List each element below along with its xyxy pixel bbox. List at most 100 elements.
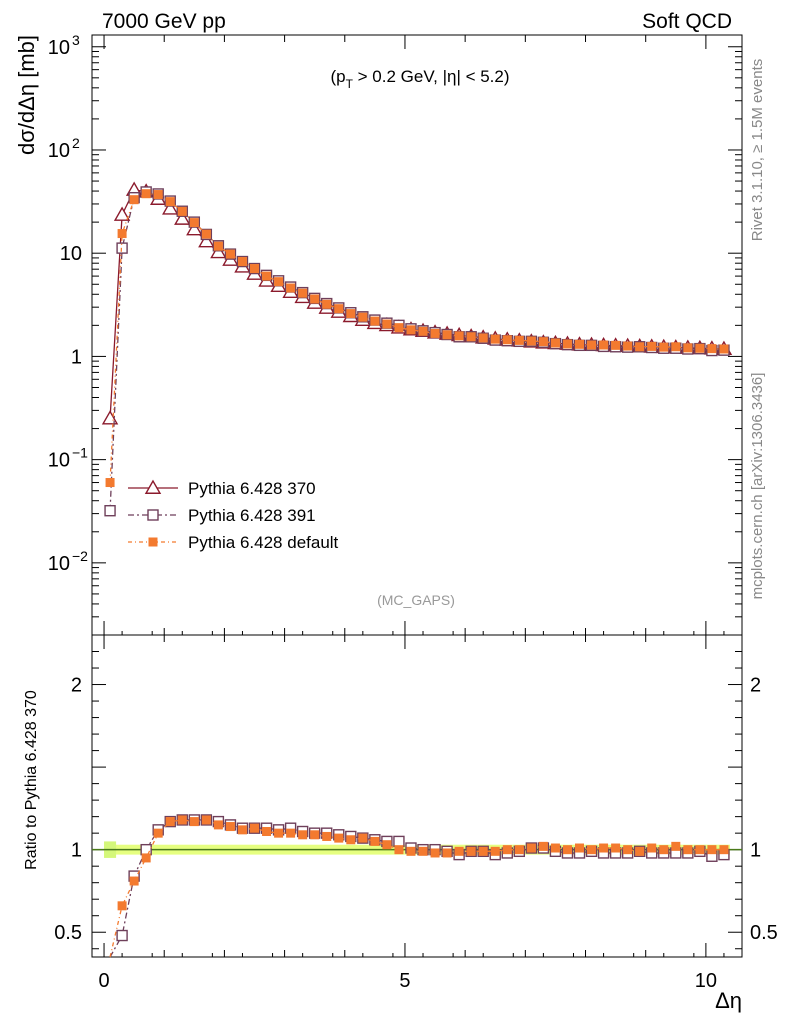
data-point (382, 319, 392, 329)
ratio-point (393, 835, 405, 848)
legend: Pythia 6.428 370 Pythia 6.428 391 Pythia 6… (128, 479, 339, 552)
data-point (274, 277, 284, 287)
ratio-point (129, 876, 139, 886)
main-y-tick-exponent: 3 (72, 32, 80, 48)
ratio-point (466, 846, 476, 856)
data-point (286, 283, 296, 293)
main-y-tick-label: 10 (48, 37, 70, 59)
ratio-point (695, 845, 705, 855)
data-point (358, 312, 368, 322)
data-point (490, 334, 500, 344)
ratio-point (502, 845, 512, 855)
ratio-point (225, 822, 235, 832)
legend-marker (148, 537, 158, 547)
ratio-series (109, 814, 730, 958)
ratio-point (478, 846, 488, 856)
ratio-point (213, 820, 223, 830)
ratio-point (587, 845, 597, 855)
main-y-tick-exponent: 2 (72, 135, 80, 151)
ratio-point (298, 830, 308, 840)
data-point (250, 264, 259, 274)
data-point (262, 271, 272, 281)
data-point (635, 342, 645, 352)
ratio-y-tick-label-right: 2 (750, 675, 761, 697)
data-point (526, 336, 536, 346)
data-point (189, 218, 199, 228)
data-point (599, 340, 609, 350)
ratio-point (671, 841, 681, 851)
legend-marker (147, 509, 159, 521)
ratio-point (358, 833, 368, 843)
series-line (109, 189, 724, 419)
main-y-tick-exponent: −2 (72, 548, 88, 564)
ratio-point (550, 843, 560, 853)
data-point (611, 340, 621, 350)
header-right: Soft QCD (642, 10, 732, 33)
data-point (198, 233, 215, 248)
data-point (418, 326, 428, 336)
series-pythia-6.428-391 (104, 186, 730, 517)
main-y-tick-label: 10 (48, 140, 70, 162)
ratio-point (250, 823, 259, 833)
header-left: 7000 GeV pp (102, 10, 226, 33)
ratio-ylabel: Ratio to Pythia 6.428 370 (23, 690, 40, 870)
data-point (105, 478, 115, 488)
ratio-point (538, 841, 548, 851)
ratio-point (274, 828, 284, 838)
legend-marker (144, 479, 162, 494)
data-point (346, 309, 356, 319)
data-point (442, 330, 452, 340)
data-point (201, 229, 211, 239)
data-point (454, 331, 464, 341)
data-point (162, 200, 179, 215)
ratio-point (346, 835, 356, 845)
data-point (174, 210, 191, 225)
main-y-tick-label: 1 (71, 346, 82, 368)
ratio-point (334, 833, 344, 843)
data-point (113, 206, 131, 221)
data-point (562, 339, 572, 349)
ratio-point (201, 815, 211, 825)
source-label: mcplots.cern.ch [arXiv:1306.3436] (749, 373, 766, 600)
ratio-point (599, 843, 609, 853)
data-point (695, 343, 705, 353)
data-point (310, 294, 320, 304)
data-point (153, 190, 163, 200)
data-point (430, 328, 440, 338)
ratio-point (310, 830, 320, 840)
ratio-point (647, 843, 657, 853)
data-point (659, 342, 669, 352)
ratio-point (165, 817, 175, 827)
ratio-point (719, 845, 729, 855)
data-point (237, 257, 247, 267)
ratio-point (153, 828, 163, 838)
ratio-point (575, 843, 584, 853)
data-point (623, 341, 633, 351)
rivet-label: Rivet 3.1.10, ≥ 1.5M events (749, 59, 766, 242)
data-point (141, 189, 151, 199)
ratio-point (116, 929, 128, 942)
data-point (575, 339, 584, 349)
cut-annotation: (pT > 0.2 GeV, |η| < 5.2) (330, 67, 509, 91)
data-point (101, 410, 119, 425)
data-point (466, 332, 476, 342)
ratio-y-tick-label-right: 1 (750, 840, 761, 862)
legend-label: Pythia 6.428 370 (188, 479, 316, 498)
ratio-point (177, 815, 187, 825)
ratio-point (370, 836, 380, 846)
data-point (394, 323, 404, 333)
ratio-point (322, 831, 332, 841)
ratio-line (109, 819, 724, 958)
ratio-point (141, 853, 151, 863)
ratio-point (189, 817, 199, 827)
main-ylabel: dσ/dΔη [mb] (14, 35, 39, 155)
ratio-point (611, 843, 621, 853)
data-point (671, 342, 681, 352)
data-point (587, 340, 597, 350)
ratio-series-pythia-6.428-default (109, 815, 729, 958)
x-tick-label: 5 (399, 970, 410, 992)
analysis-tag: (MC_GAPS) (377, 592, 455, 608)
ratio-line (109, 819, 725, 958)
ratio-point (237, 825, 247, 835)
